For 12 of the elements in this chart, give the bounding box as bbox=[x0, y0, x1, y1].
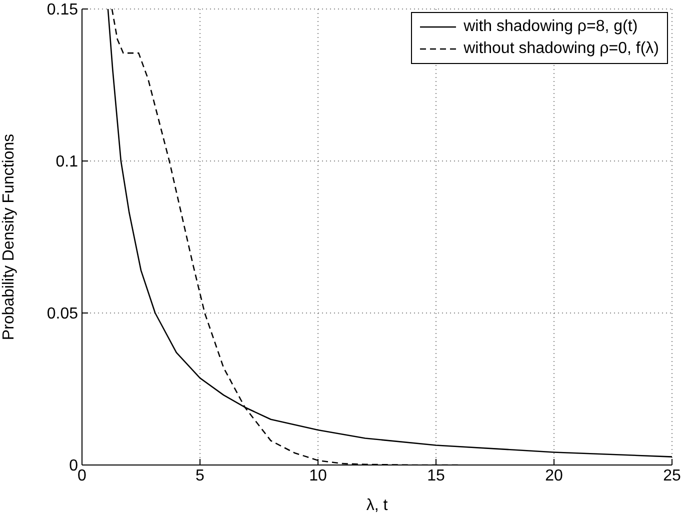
legend-label: with shadowing ρ=8, g(t) bbox=[464, 18, 638, 36]
x-tick-label: 25 bbox=[663, 467, 681, 484]
x-tick-label: 15 bbox=[427, 467, 445, 484]
y-tick-label: 0.05 bbox=[46, 306, 78, 323]
legend-label: without shadowing ρ=0, f(λ) bbox=[464, 40, 659, 58]
x-tick-label: 10 bbox=[309, 467, 327, 484]
y-axis-title: Probability Density Functions bbox=[0, 134, 18, 340]
x-tick-label: 20 bbox=[545, 467, 563, 484]
x-axis-title: λ, t bbox=[366, 497, 388, 514]
y-tick-label: 0.1 bbox=[56, 154, 78, 171]
y-tick-label: 0.15 bbox=[46, 2, 78, 19]
x-tick-label: 5 bbox=[196, 467, 205, 484]
